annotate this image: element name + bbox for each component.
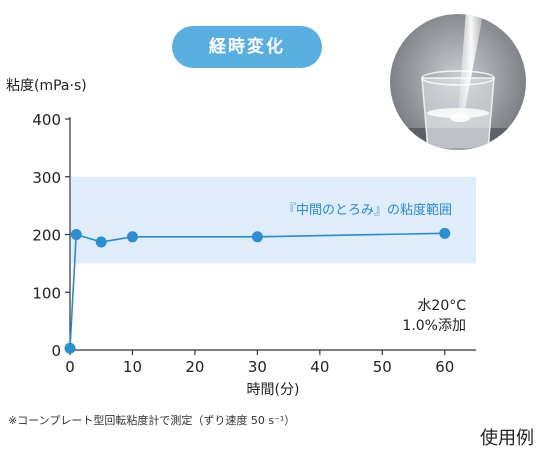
x-tick-label: 20: [185, 358, 204, 376]
footnote: ※コーンプレート型回転粘度計で測定（ずり速度 50 s⁻¹）: [8, 414, 296, 427]
y-tick-label: 300: [32, 169, 61, 187]
y-tick-group: 0 100 200 300 400: [32, 111, 70, 360]
viscosity-band: [71, 176, 476, 264]
x-tick-label: 10: [123, 358, 142, 376]
data-point: [95, 236, 107, 248]
annotation-line-2: 1.0%添加: [402, 318, 466, 334]
x-tick-label: 30: [248, 358, 267, 376]
data-point: [64, 342, 76, 354]
x-axis-label: 時間(分): [247, 382, 300, 398]
y-tick-label: 100: [32, 284, 61, 302]
y-axis-label: 粘度(mPa·s): [6, 78, 87, 94]
series-points: [64, 227, 451, 354]
x-tick-label: 0: [65, 358, 75, 376]
data-point: [126, 231, 138, 243]
x-tick-group: 0 10 20 30 40 50 60: [65, 350, 454, 376]
chart-title: 経時変化: [172, 26, 322, 68]
annotation-line-1: 水20°C: [417, 298, 466, 314]
x-tick-label: 50: [373, 358, 392, 376]
y-tick-label: 0: [51, 342, 61, 360]
series-line: [69, 232, 445, 349]
product-photo: [390, 14, 526, 150]
band-label: 『中間のとろみ』の粘度範囲: [283, 202, 452, 218]
usage-label: 使用例: [480, 428, 534, 449]
x-tick-label: 40: [310, 358, 329, 376]
data-point: [70, 229, 82, 240]
y-tick-label: 200: [32, 227, 61, 245]
y-tick-label: 400: [32, 111, 61, 129]
x-tick-label: 60: [435, 358, 454, 376]
data-point: [439, 227, 451, 239]
data-point: [251, 231, 263, 243]
